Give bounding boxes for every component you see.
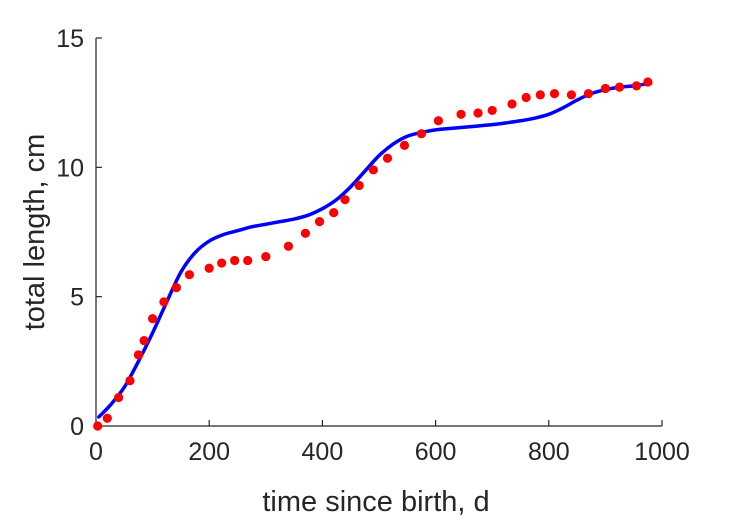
data-point <box>261 251 271 262</box>
x-tick-label: 0 <box>89 438 103 466</box>
data-point <box>217 258 227 268</box>
y-tick-label: 15 <box>56 25 84 53</box>
data-point <box>368 165 378 175</box>
x-tick-label: 600 <box>415 438 457 466</box>
data-point <box>329 208 339 218</box>
data-point <box>507 99 517 109</box>
data-point <box>600 83 611 94</box>
model-curve-line <box>97 81 653 419</box>
data-point <box>614 82 625 92</box>
data-points <box>93 77 653 431</box>
data-point <box>230 255 240 266</box>
data-point <box>433 116 444 126</box>
data-point <box>184 270 194 280</box>
data-point <box>583 89 594 99</box>
data-point <box>125 376 135 386</box>
data-point <box>300 228 311 238</box>
x-axis-label: time since birth, d <box>262 486 489 518</box>
y-tick-label: 0 <box>70 413 84 441</box>
data-point <box>354 180 364 191</box>
data-point <box>566 90 577 100</box>
x-tick-label: 800 <box>528 438 570 466</box>
data-point <box>204 263 214 273</box>
data-point <box>399 140 410 150</box>
data-point <box>456 109 466 119</box>
data-point <box>283 241 294 251</box>
x-tick-label: 200 <box>188 438 230 466</box>
data-point <box>114 392 124 403</box>
data-point <box>521 92 531 103</box>
data-point <box>243 255 253 266</box>
data-point <box>535 90 545 100</box>
y-tick-label: 10 <box>56 154 84 182</box>
data-point <box>102 413 112 423</box>
data-point <box>159 297 169 307</box>
x-tick-label: 1000 <box>634 438 690 466</box>
data-point <box>643 77 653 87</box>
data-point <box>93 421 103 431</box>
data-point <box>487 105 497 116</box>
data-point <box>631 81 642 91</box>
model-curve <box>97 81 653 419</box>
data-point <box>171 283 181 293</box>
data-point <box>340 195 350 205</box>
data-point <box>382 153 393 163</box>
data-point <box>416 129 427 139</box>
data-point <box>549 89 560 99</box>
x-ticks: 0 200 400 600 800 1000 <box>89 420 690 466</box>
data-point <box>148 314 158 324</box>
axes <box>95 38 662 427</box>
data-point <box>473 108 483 118</box>
y-tick-label: 5 <box>70 284 84 312</box>
data-point <box>139 336 149 346</box>
y-axis-label: total length, cm <box>19 134 51 331</box>
x-tick-label: 400 <box>302 438 344 466</box>
data-point <box>133 350 144 360</box>
data-point <box>314 217 325 227</box>
y-ticks: 0 5 10 15 <box>56 25 102 441</box>
